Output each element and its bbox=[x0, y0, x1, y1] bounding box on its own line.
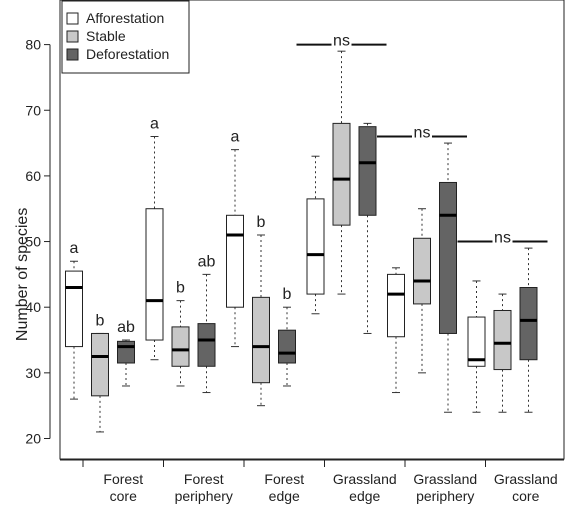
box bbox=[493, 309, 512, 371]
x-category-label: core bbox=[110, 488, 137, 504]
box bbox=[117, 340, 135, 364]
legend-label: Afforestation bbox=[86, 10, 164, 26]
box bbox=[278, 329, 296, 364]
y-tick-label: 30 bbox=[25, 365, 41, 381]
legend: Afforestation Stable Deforestation bbox=[61, 0, 190, 74]
legend-box bbox=[61, 0, 190, 74]
boxes-layer bbox=[65, 50, 538, 433]
x-category-label: Forest bbox=[103, 471, 143, 487]
y-tick-label: 40 bbox=[25, 299, 41, 315]
box bbox=[439, 181, 457, 334]
x-category-label: Grassland bbox=[494, 471, 558, 487]
box bbox=[252, 296, 270, 384]
x-category-label: edge bbox=[349, 488, 380, 504]
y-tick-label: 60 bbox=[25, 168, 41, 184]
significance-letter: a bbox=[150, 116, 159, 133]
significance-letter: b bbox=[176, 280, 185, 297]
y-tick-label: 80 bbox=[25, 37, 41, 53]
x-category-label: Grassland bbox=[413, 471, 477, 487]
significance-letter: b bbox=[257, 214, 266, 231]
legend-swatch bbox=[66, 30, 79, 43]
x-category-label: edge bbox=[269, 488, 300, 504]
y-tick-label: 50 bbox=[25, 234, 41, 250]
ns-label: ns bbox=[414, 125, 431, 142]
box bbox=[358, 126, 377, 216]
box bbox=[197, 323, 216, 367]
box bbox=[171, 326, 190, 367]
y-tick-label: 70 bbox=[25, 102, 41, 118]
ns-label: ns bbox=[333, 33, 350, 50]
box bbox=[65, 270, 83, 348]
box bbox=[332, 122, 351, 226]
x-category-label: Grassland bbox=[333, 471, 397, 487]
x-category-label: periphery bbox=[416, 488, 474, 504]
box bbox=[306, 198, 325, 295]
box bbox=[226, 214, 244, 308]
legend-swatch bbox=[66, 48, 79, 61]
box bbox=[467, 316, 486, 367]
x-category-label: Forest bbox=[264, 471, 304, 487]
legend-swatch bbox=[66, 12, 79, 25]
ns-label: ns bbox=[494, 230, 511, 247]
box bbox=[387, 273, 405, 338]
box bbox=[413, 237, 431, 305]
x-category-label: periphery bbox=[175, 488, 233, 504]
legend-label: Stable bbox=[86, 28, 126, 44]
significance-letter: a bbox=[70, 240, 79, 257]
significance-letter: ab bbox=[117, 319, 135, 336]
legend-label: Deforestation bbox=[86, 46, 169, 62]
significance-letter: b bbox=[96, 312, 105, 329]
x-category-label: core bbox=[512, 488, 539, 504]
significance-letter: a bbox=[231, 129, 240, 146]
significance-letter: ab bbox=[198, 253, 216, 270]
plot-frame bbox=[59, 0, 565, 460]
y-tick-label: 20 bbox=[25, 431, 41, 447]
box bbox=[91, 332, 109, 397]
significance-letter: b bbox=[283, 286, 292, 303]
box bbox=[145, 208, 164, 341]
box bbox=[519, 287, 538, 361]
x-category-label: Forest bbox=[184, 471, 224, 487]
y-axis-title: Number of species bbox=[14, 208, 31, 341]
